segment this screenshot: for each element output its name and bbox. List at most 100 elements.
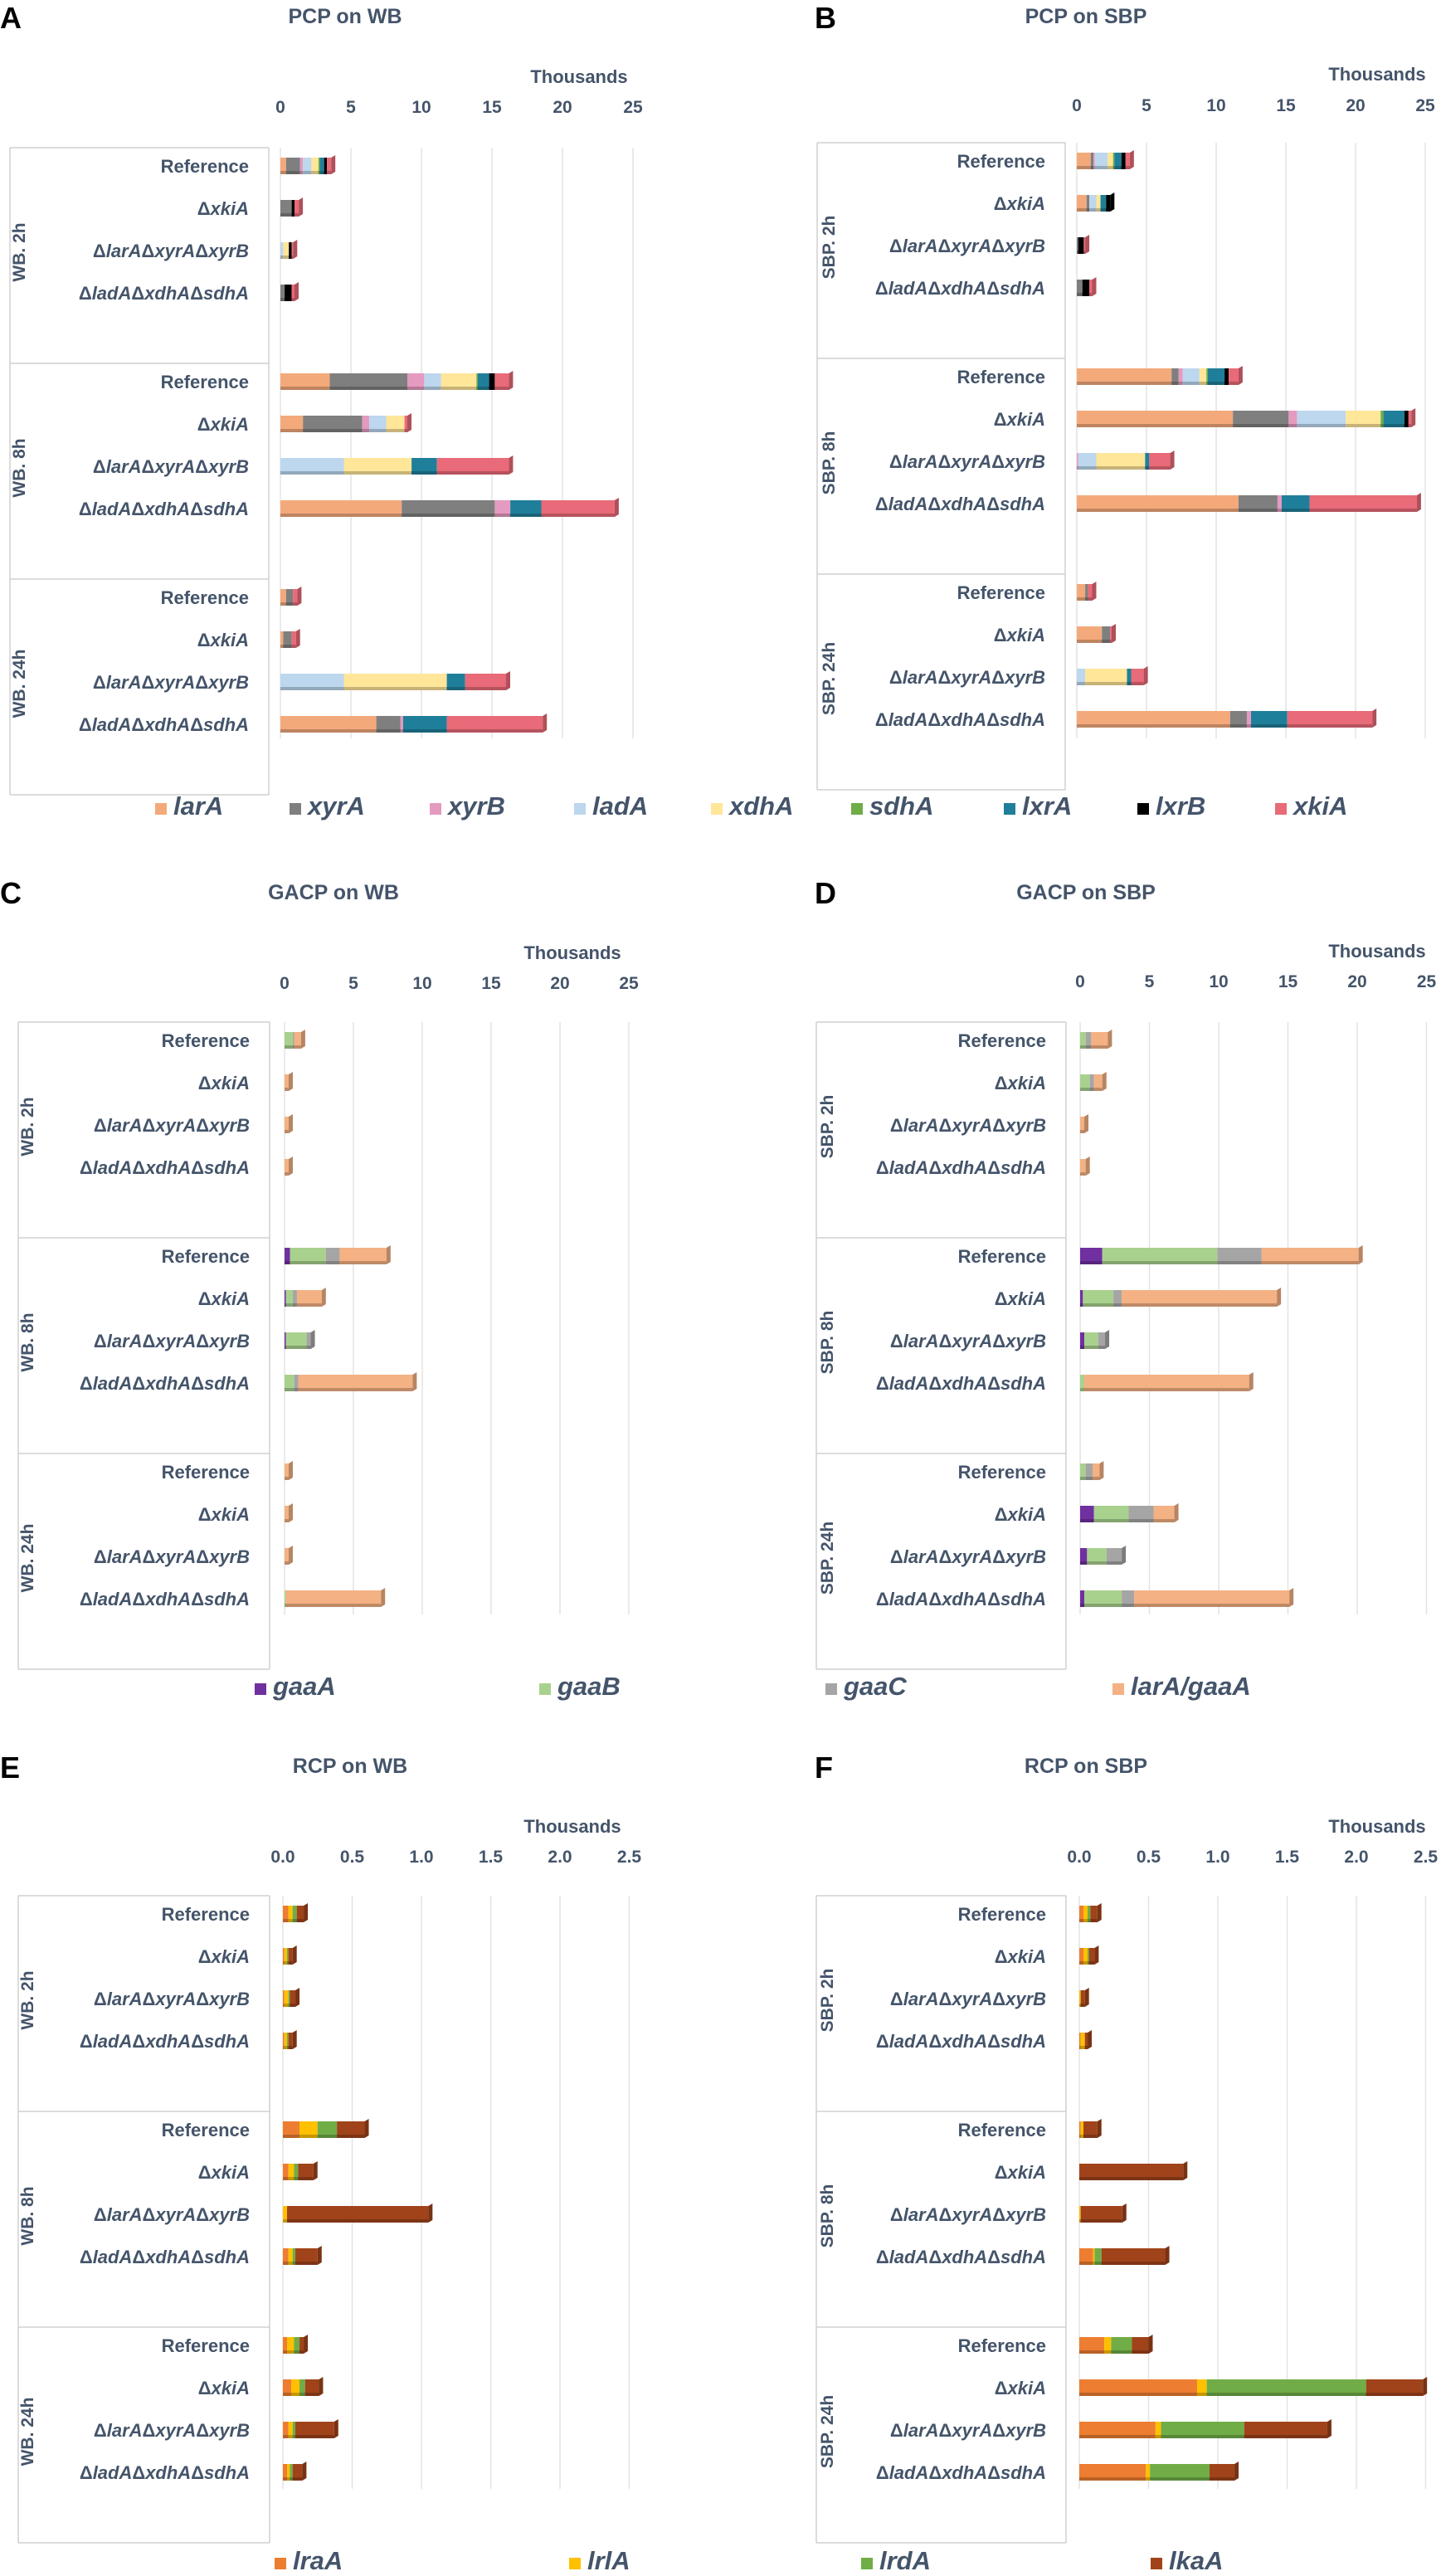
bar-segment-xkia (1287, 711, 1373, 728)
bar-lada-xdha-sdha (285, 1588, 386, 1607)
bar-segment-lxrb (1106, 195, 1111, 212)
bar-end-cap (1234, 2462, 1239, 2481)
row-label: ΔladAΔxdhAΔsdhA (876, 1589, 1046, 1609)
bar-segment-xyra (1233, 411, 1289, 427)
bar-segment-lkaa (1080, 1990, 1085, 2007)
bar-segment-shadow (1088, 1961, 1095, 1965)
bar-segment-shadow (288, 1961, 293, 1965)
bar-segment-shadow (1080, 1130, 1085, 1133)
bar-segment-shadow (1150, 2477, 1210, 2481)
bar-end-cap (1085, 1157, 1090, 1176)
group-label: WB. 2h (10, 222, 29, 281)
bar-segment-lada (424, 373, 441, 390)
bar-segment-shadow (494, 387, 509, 390)
bar-lada-xdha-sdha (1080, 1372, 1254, 1391)
bar-lara-xyra-xyrb (280, 671, 510, 690)
axis-unit-label: Thousands (1328, 64, 1425, 85)
bar-segment-shadow (329, 387, 407, 390)
row-label: Reference (161, 156, 249, 177)
legend-label-gaac: gaaC (843, 1672, 907, 1701)
bar-segment-gaac (1128, 1506, 1154, 1522)
bar-segment-lraa (1079, 2121, 1081, 2138)
bar-segment-shadow (292, 2435, 296, 2438)
bar-segment-shadow (1161, 2435, 1244, 2438)
chart-title: RCP on SBP (1025, 1755, 1147, 1778)
bar-segment-gaac (292, 1032, 295, 1049)
x-tick-label: 10 (411, 98, 431, 117)
panel-c: C GACP on WB Thousands 0 5 10 15 20 25 WB. 2h Refe… (0, 876, 639, 1670)
group-label: SBP. 2h (818, 1095, 837, 1159)
bar-segment-shadow (343, 687, 447, 690)
bar-segment-lraa (1079, 2033, 1081, 2049)
legend-label-lrla: lrlA (587, 2546, 630, 2575)
bar-segment-lrla (1093, 2248, 1095, 2265)
x-tick-label: 0 (1075, 972, 1085, 991)
bar-segment-shadow (283, 2350, 288, 2354)
bar-segment-shadow (1146, 2477, 1151, 2481)
bar-segment-shadow (1079, 2393, 1197, 2396)
bar-lara-xyra-xyrb (285, 1330, 315, 1349)
bar-segment-xyrb (362, 416, 370, 432)
group-label: WB. 8h (18, 1312, 37, 1371)
bar-segment-gaab (1083, 1290, 1114, 1307)
row-label: ΔxkiA (198, 1288, 250, 1309)
row-label: Reference (957, 151, 1045, 172)
bar-segment-lada (369, 416, 387, 432)
row-label: ΔladAΔxdhAΔsdhA (876, 1157, 1046, 1178)
bar-segment-gaab (1084, 1590, 1122, 1607)
bar-segment-gaab (1084, 1332, 1098, 1349)
bar-segment-shadow (476, 387, 478, 390)
bar-segment-shadow (318, 171, 320, 174)
bar-segment-gaaa (1080, 1290, 1083, 1307)
bar-segment-shadow (1077, 597, 1086, 601)
legend-gacp: gaaA gaaB gaaC larA/gaaA (255, 1672, 1251, 1701)
group-label: WB. 2h (18, 1097, 37, 1156)
bar-segment-lara-gaaa (1261, 1248, 1359, 1264)
bar-end-cap (1416, 493, 1421, 512)
bar-segment-shadow (1110, 640, 1112, 643)
bar-segment-xdha (1096, 195, 1101, 212)
bar-segment-shadow (283, 1961, 285, 1965)
bar-end-cap (1129, 150, 1134, 169)
bar-lada-xdha-sdha (283, 2246, 322, 2265)
bar-segment-lara-gaaa (285, 1117, 289, 1133)
row-label: Reference (162, 2120, 250, 2140)
bar-segment-shadow (324, 171, 328, 174)
legend-swatch-lrda (861, 2558, 873, 2569)
bar-segment-shadow (289, 256, 292, 259)
bar-segment-shadow (1085, 597, 1088, 601)
bar-segment-shadow (1149, 466, 1171, 470)
bar-lada-xdha-sdha (1079, 2030, 1093, 2049)
bar-segment-xkia (541, 500, 615, 517)
bar-segment-lkaa (295, 2248, 318, 2265)
bar-segment-shadow (1233, 424, 1289, 427)
bar-end-cap (288, 1157, 293, 1176)
bar-segment-shadow (1297, 424, 1346, 427)
bar-segment-lrla (1196, 2379, 1207, 2396)
row-label: ΔlarAΔxyrAΔxyrB (94, 1115, 250, 1136)
bar-segment-gaac (292, 1290, 297, 1307)
bar-lara-xyra-xyrb (1080, 1114, 1089, 1133)
bar-segment-lara-gaaa (1080, 1117, 1085, 1133)
bar-segment-shadow (291, 213, 295, 217)
bar-segment-lkaa (1366, 2379, 1424, 2396)
bar-segment-shadow (1122, 1303, 1278, 1307)
bar-segment-shadow (1261, 1261, 1359, 1264)
bar-segment-shadow (1309, 509, 1417, 512)
bar-segment-lraa (1079, 1948, 1084, 1965)
legend-label-lara: larA (173, 791, 223, 821)
bar-segment-shadow (299, 2393, 305, 2396)
bar-segment-shadow (280, 645, 284, 648)
bar-segment-xyrb (299, 158, 304, 174)
bar-segment-lara (280, 500, 402, 517)
bar-end-cap (288, 1546, 293, 1565)
bar-segment-lara-gaaa (1093, 1463, 1100, 1480)
bar-segment-lkaa (1244, 2422, 1327, 2438)
bar-segment-shadow (298, 1388, 413, 1391)
bar-segment-lara-gaaa (1093, 1074, 1103, 1091)
bar-reference (1077, 150, 1134, 169)
bar-segment-lara (280, 416, 304, 432)
x-tick-label: 1.5 (479, 1848, 504, 1867)
row-label: ΔxkiA (994, 193, 1045, 214)
legend-label-gaab: gaaB (557, 1672, 621, 1701)
